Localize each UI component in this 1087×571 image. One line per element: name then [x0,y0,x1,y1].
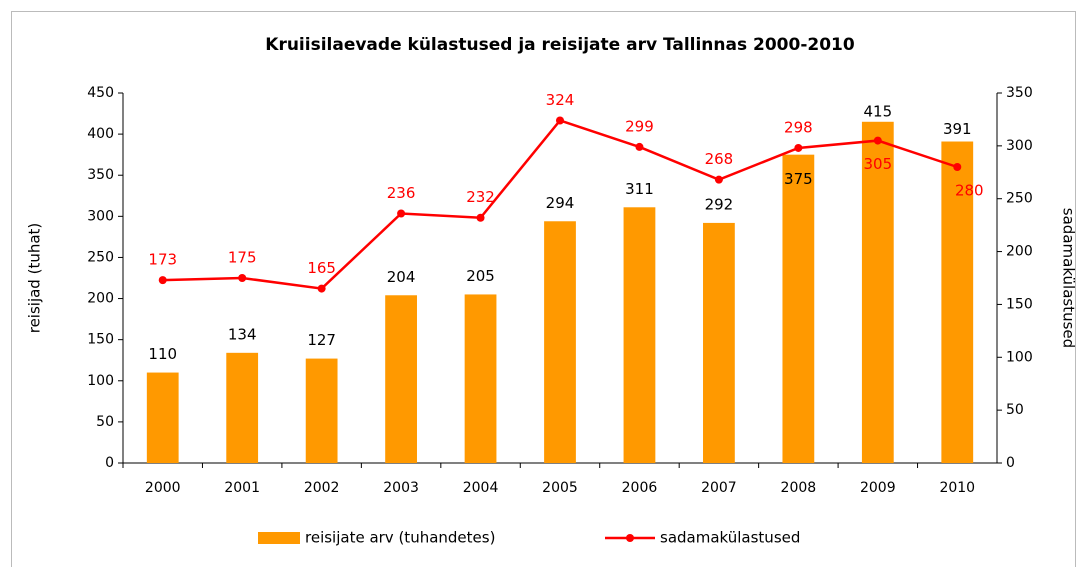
bar [385,295,417,463]
y-axis-label: reisijad (tuhat) [26,223,44,334]
bar-value-label: 134 [228,325,257,343]
line-marker [794,143,803,152]
bar-value-label: 110 [148,345,177,363]
bar-value-label: 375 [784,170,813,188]
line-marker [873,136,882,145]
legend-swatch [626,534,634,542]
y2-tick-label: 350 [1006,85,1033,101]
bar [464,294,497,463]
line-marker [476,213,485,222]
legend-label: sadamakülastused [660,529,800,547]
bar [861,121,894,464]
x-tick-label: 2009 [860,480,896,496]
line-marker [317,284,326,293]
y2-tick-label: 50 [1006,402,1024,418]
bar [305,358,338,463]
legend-swatch [258,532,300,544]
line-value-label: 280 [955,182,984,200]
bar [544,221,576,463]
x-tick-label: 2010 [939,480,975,496]
y2-tick-label: 250 [1006,191,1033,207]
x-tick-label: 2002 [304,480,340,496]
line-value-label: 175 [228,249,257,267]
line-marker [397,209,406,218]
bar [782,154,815,463]
y-tick-label: 200 [87,291,114,307]
y-tick-label: 50 [96,414,114,430]
y-tick-label: 250 [87,249,114,265]
y-tick-label: 400 [87,126,114,142]
line-marker [635,142,644,151]
x-tick-label: 2001 [224,480,260,496]
bar-value-label: 205 [466,267,495,285]
y-tick-label: 350 [87,167,114,183]
line-value-label: 236 [387,184,416,202]
line-marker [556,116,564,125]
line-marker [158,276,167,285]
legend-label: reisijate arv (tuhandetes) [305,529,495,547]
bar [146,372,179,463]
line-value-label: 299 [625,117,654,135]
line-value-label: 324 [546,91,575,109]
y-tick-label: 150 [87,332,114,348]
y2-axis-label: sadamakülastused [1060,208,1078,348]
x-tick-label: 2006 [622,480,658,496]
bar [941,141,974,463]
y2-tick-label: 300 [1006,138,1033,154]
x-tick-label: 2000 [145,480,181,496]
bar-value-label: 292 [705,195,734,213]
line-marker [238,274,247,282]
x-tick-label: 2005 [542,480,578,496]
line-value-label: 173 [148,251,177,269]
line-marker [714,175,723,184]
y-tick-label: 450 [87,85,114,101]
x-tick-label: 2008 [781,480,817,496]
bar-value-label: 391 [943,120,972,138]
chart-frame [11,11,1076,571]
bar-value-label: 204 [387,268,416,286]
line-value-label: 165 [307,259,336,277]
x-tick-label: 2004 [463,480,499,496]
bar [226,352,259,463]
chart-title: Kruiisilaevade külastused ja reisijate a… [265,35,855,55]
y-tick-label: 100 [87,373,114,389]
y2-tick-label: 200 [1006,244,1033,260]
line-value-label: 305 [863,155,892,173]
line-value-label: 268 [705,150,734,168]
x-tick-label: 2003 [383,480,419,496]
x-tick-label: 2007 [701,480,737,496]
bar-value-label: 127 [307,331,336,349]
y2-tick-label: 100 [1006,349,1033,365]
y2-tick-label: 150 [1006,296,1033,312]
bar-value-label: 311 [625,180,654,198]
bar [623,207,656,463]
y-tick-label: 300 [87,208,114,224]
bar [703,222,735,463]
line-marker [953,163,962,171]
line-value-label: 232 [466,188,495,206]
bar-value-label: 415 [863,102,892,120]
y-tick-label: 0 [105,455,114,471]
line-value-label: 298 [784,118,813,136]
bar-value-label: 294 [546,194,575,212]
y2-tick-label: 0 [1006,455,1015,471]
